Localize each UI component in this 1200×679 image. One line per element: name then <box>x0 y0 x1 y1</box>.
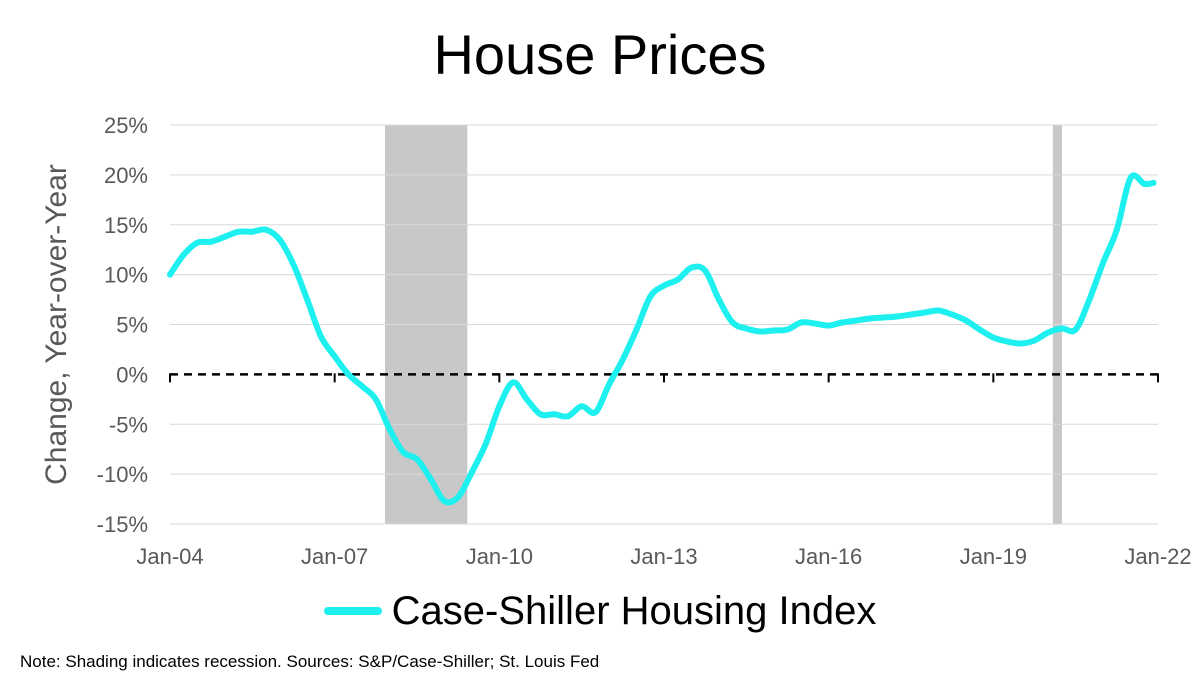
data-point <box>1031 337 1038 344</box>
data-point <box>798 319 805 326</box>
data-point <box>990 334 997 341</box>
data-point <box>551 411 558 418</box>
x-tick-label: Jan-13 <box>630 544 697 569</box>
legend-swatch <box>323 607 382 615</box>
source-note: Note: Shading indicates recession. Sourc… <box>20 652 600 671</box>
data-point <box>180 251 187 258</box>
data-point <box>276 236 283 243</box>
data-point <box>743 325 750 332</box>
data-point <box>317 333 324 340</box>
data-point <box>1086 296 1093 303</box>
chart-title: House Prices <box>433 23 767 86</box>
data-point <box>235 228 242 235</box>
series-points-0 <box>167 174 1157 505</box>
data-point <box>853 317 860 324</box>
x-tick-label: Jan-10 <box>466 544 533 569</box>
y-tick-label: 15% <box>104 213 148 238</box>
data-point <box>921 309 928 316</box>
data-point <box>1017 340 1024 347</box>
data-point <box>304 296 311 303</box>
data-point <box>455 494 462 501</box>
data-point <box>949 311 956 318</box>
data-point <box>661 282 667 289</box>
data-point <box>386 426 393 433</box>
y-tick-label: 5% <box>116 313 148 338</box>
data-point <box>729 319 736 326</box>
data-point <box>414 456 420 463</box>
data-point <box>880 314 887 321</box>
data-point <box>359 383 366 390</box>
data-point <box>290 261 297 268</box>
data-point <box>496 403 503 410</box>
data-point <box>866 315 873 322</box>
data-point <box>372 396 379 403</box>
data-point <box>482 441 489 448</box>
data-point <box>908 311 914 318</box>
data-point <box>619 356 626 363</box>
data-point <box>1150 179 1157 186</box>
y-tick-label: 0% <box>116 362 148 387</box>
data-point <box>249 228 256 235</box>
data-point <box>894 313 901 320</box>
x-tick-label: Jan-19 <box>960 544 1027 569</box>
data-point <box>633 326 640 333</box>
data-point <box>688 264 695 271</box>
data-point <box>578 403 585 410</box>
data-point <box>427 476 434 483</box>
data-point <box>962 317 969 324</box>
data-point <box>674 276 681 283</box>
data-point <box>825 322 832 329</box>
data-point <box>715 296 722 303</box>
data-point <box>441 498 448 505</box>
x-tick-label: Jan-07 <box>301 544 368 569</box>
x-tick-label: Jan-16 <box>795 544 862 569</box>
data-point <box>1045 329 1052 336</box>
data-point <box>208 238 215 245</box>
data-point <box>510 379 517 386</box>
data-point <box>935 307 942 314</box>
data-point <box>468 469 475 476</box>
data-point <box>647 293 654 300</box>
data-point <box>263 226 270 233</box>
data-point <box>1127 174 1134 181</box>
data-point <box>400 449 407 456</box>
data-point <box>784 326 791 333</box>
data-point <box>537 411 544 418</box>
y-tick-label: 20% <box>104 163 148 188</box>
data-point <box>1113 226 1120 233</box>
data-point <box>331 353 338 360</box>
data-point <box>523 396 530 403</box>
data-point <box>221 233 228 240</box>
data-point <box>1004 338 1011 345</box>
y-tick-label: 10% <box>104 263 148 288</box>
data-point <box>564 413 571 420</box>
data-point <box>839 319 846 326</box>
data-point <box>811 320 818 327</box>
data-point <box>194 239 201 246</box>
x-tick-label: Jan-04 <box>136 544 203 569</box>
y-tick-label: 25% <box>104 113 148 138</box>
data-point <box>1141 180 1148 187</box>
data-point <box>770 327 777 334</box>
data-point <box>1100 259 1107 266</box>
y-tick-label: -5% <box>109 412 148 437</box>
data-point <box>976 326 983 333</box>
data-point <box>606 381 613 388</box>
y-tick-label: -10% <box>97 462 148 487</box>
y-axis-label: Change, Year-over-Year <box>40 164 73 485</box>
data-point <box>592 409 599 416</box>
y-tick-label: -15% <box>97 512 148 537</box>
x-tick-label: Jan-22 <box>1124 544 1191 569</box>
data-point <box>167 271 173 278</box>
legend-label: Case-Shiller Housing Index <box>391 588 877 633</box>
data-point <box>757 328 764 335</box>
data-point <box>345 371 352 378</box>
legend: Case-Shiller Housing Index <box>0 586 1200 636</box>
data-point <box>1072 326 1079 333</box>
data-point <box>1058 325 1065 332</box>
data-point <box>702 267 709 274</box>
